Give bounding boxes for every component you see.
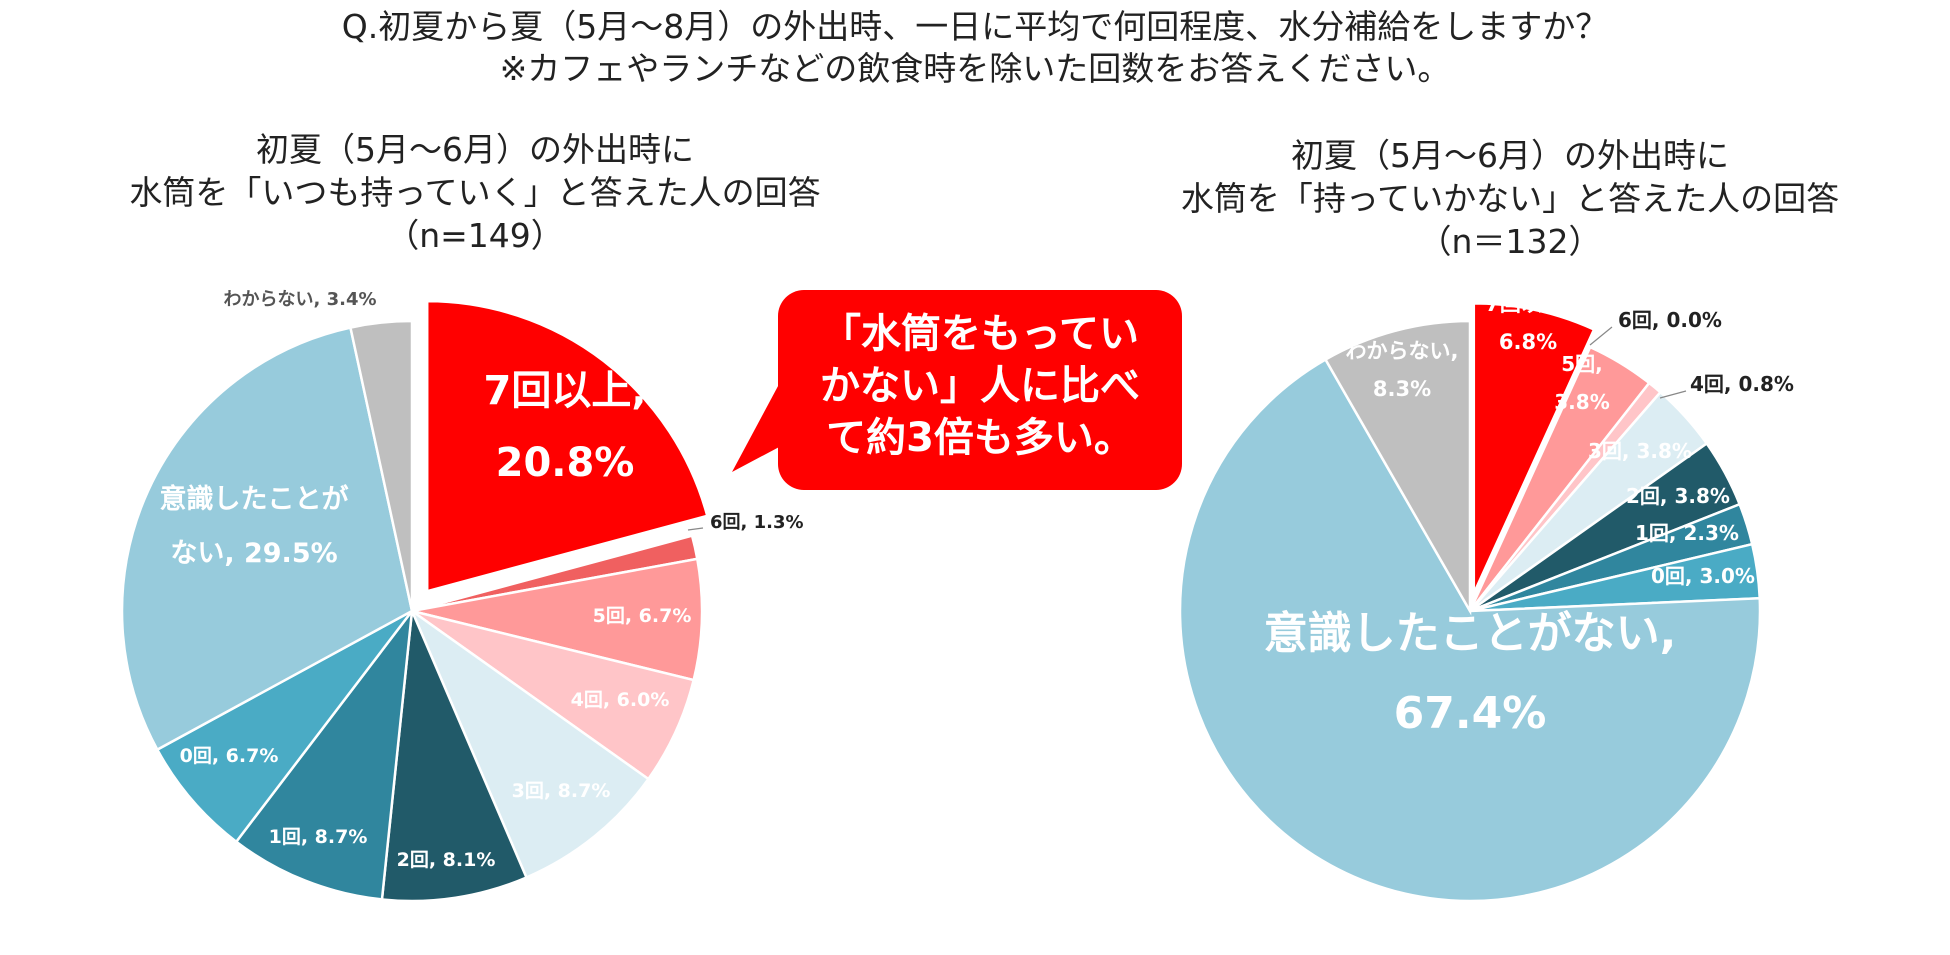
left-pie-label-4: 4回, 6.0% — [571, 689, 670, 711]
right-pie-label-0: 0回, 3.0% — [1651, 564, 1755, 588]
right-pie-label-4: 4回, 0.8% — [1690, 372, 1794, 396]
left-pie-chart: 7回以上, 20.8% 6回, 1.3% 5回, 6.7% 4回, 6.0% 3回, 8.… — [120, 289, 804, 903]
left-pie-slice-dont-know — [348, 319, 414, 612]
right-pie-slice-7plus — [1472, 302, 1596, 594]
callout-line-1: 「水筒をもってい — [821, 311, 1139, 357]
left-pie-label-5: 5回, 6.7% — [593, 605, 692, 627]
left-title-line-3: （n=149） — [386, 216, 564, 255]
callout-line-2: かない」人に比べ — [820, 363, 1140, 409]
left-title-line-1: 初夏（5月～6月）の外出時に — [256, 130, 694, 169]
right-title-line-3: （n＝132） — [1418, 222, 1602, 261]
right-pie-label-2: 2回, 3.8% — [1626, 484, 1730, 508]
right-pie-slice-dont-know — [1323, 319, 1472, 616]
left-pie-slice-0 — [155, 609, 413, 844]
right-pie-leader-6 — [1589, 326, 1613, 346]
right-pie-label-5: 5回, 3.8% — [1554, 352, 1609, 414]
left-pie-slice-never-noticed — [120, 326, 414, 752]
left-pie-label-2: 2回, 8.1% — [397, 849, 496, 871]
question-line-2: ※カフェやランチなどの飲食時を除いた回数をお答えください。 — [499, 49, 1451, 88]
left-pie-label-never-noticed: 意識したことがない, 29.5% — [160, 483, 349, 569]
left-pie-label-6: 6回, 1.3% — [710, 512, 804, 533]
left-pie-leader-6 — [687, 527, 704, 531]
left-chart-title: 初夏（5月～6月）の外出時に 水筒を「いつも持っていく」と答えた人の回答 （n=… — [60, 128, 890, 257]
right-pie-label-never-noticed: 意識したことがない, 67.4% — [1264, 608, 1677, 739]
right-pie-slice-never-noticed — [1178, 357, 1762, 903]
left-title-line-2: 水筒を「いつも持っていく」と答えた人の回答 — [129, 173, 821, 212]
right-title-line-2: 水筒を「持っていかない」と答えた人の回答 — [1180, 179, 1840, 218]
callout-bubble — [778, 290, 1182, 490]
right-title-line-1: 初夏（5月～6月）の外出時に — [1291, 136, 1729, 175]
left-pie-label-3: 3回, 8.7% — [512, 780, 611, 802]
left-pie-slice-1 — [234, 606, 414, 901]
callout-line-3: て約3倍も多い。 — [826, 415, 1134, 461]
left-pie-slice-2 — [380, 606, 529, 903]
left-pie-label-1: 1回, 8.7% — [269, 826, 368, 848]
right-pie-label-1: 1回, 2.3% — [1635, 521, 1739, 545]
left-pie-label-0: 0回, 6.7% — [180, 745, 279, 767]
left-pie-slice-3 — [409, 607, 651, 880]
question-line-1: Q.初夏から夏（5月～8月）の外出時、一日に平均で何回程度、水分補給をしますか？ — [341, 7, 1609, 46]
right-pie-chart: 7回以上, 6.8% 6回, 0.0% 5回, 3.8% 4回, 0.8% 3回, 3.8%… — [1178, 292, 1794, 903]
right-chart-title: 初夏（5月～6月）の外出時に 水筒を「持っていかない」と答えた人の回答 （n＝1… — [1090, 134, 1930, 263]
right-pie-label-3: 3回, 3.8% — [1588, 439, 1692, 463]
right-pie-label-7plus: 7回以上, 6.8% — [1485, 292, 1571, 354]
right-pie-label-dont-know: わからない, 8.3% — [1346, 339, 1459, 401]
left-pie-slice-7plus — [425, 299, 709, 593]
right-pie-leader-4 — [1659, 390, 1687, 399]
question-title: Q.初夏から夏（5月～8月）の外出時、一日に平均で何回程度、水分補給をしますか？… — [0, 6, 1950, 90]
left-pie-label-dont-know: わからない, 3.4% — [223, 289, 376, 310]
left-pie-slice-5 — [411, 557, 704, 682]
callout-text: 「水筒をもってい かない」人に比べ て約3倍も多い。 — [790, 308, 1170, 464]
left-pie-label-7plus: 7回以上, 20.8% — [483, 368, 646, 486]
right-pie-label-6: 6回, 0.0% — [1618, 308, 1722, 332]
